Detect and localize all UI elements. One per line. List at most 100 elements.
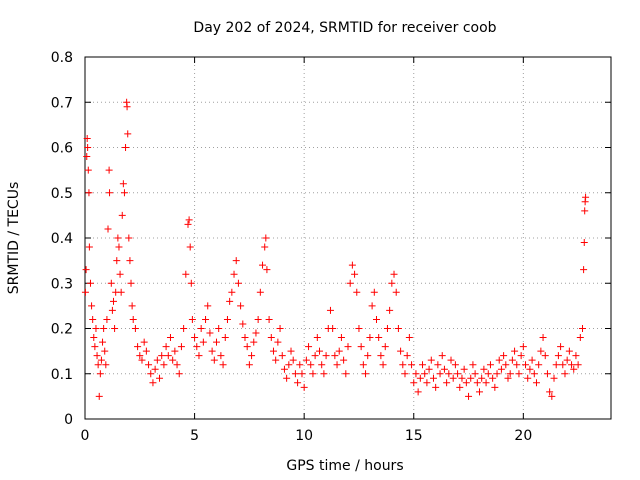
data-point xyxy=(83,134,91,142)
data-point xyxy=(104,225,112,233)
data-point xyxy=(526,365,534,373)
data-point xyxy=(140,338,148,346)
data-point xyxy=(530,370,538,378)
data-point xyxy=(85,243,93,251)
data-point xyxy=(504,374,512,382)
data-point xyxy=(145,361,153,369)
data-point xyxy=(394,325,402,332)
data-point xyxy=(482,379,490,387)
data-point xyxy=(456,383,464,391)
data-point xyxy=(423,379,431,387)
data-point xyxy=(237,302,245,310)
data-point xyxy=(131,325,139,332)
data-point xyxy=(175,370,183,378)
data-point xyxy=(316,347,324,355)
data-point xyxy=(95,392,103,400)
data-point xyxy=(274,338,282,346)
data-point xyxy=(262,234,270,242)
data-point xyxy=(158,352,166,360)
data-point xyxy=(226,297,234,305)
data-point xyxy=(97,356,105,364)
data-point xyxy=(213,338,220,346)
x-axis: 0 5 10 15 20 xyxy=(81,57,532,444)
data-point xyxy=(412,370,420,378)
data-point xyxy=(561,370,569,378)
data-point xyxy=(368,302,376,310)
data-point xyxy=(559,361,567,369)
data-point xyxy=(108,306,116,314)
data-point xyxy=(191,334,199,342)
data-point xyxy=(269,347,277,355)
data-point xyxy=(263,266,271,274)
y-tick-label: 0.6 xyxy=(51,141,73,157)
data-point xyxy=(497,365,505,373)
data-point xyxy=(366,334,374,342)
scatter-points xyxy=(81,98,590,400)
data-point xyxy=(574,361,582,369)
data-point xyxy=(136,352,144,360)
data-point xyxy=(346,279,354,287)
data-point xyxy=(486,361,494,369)
data-point xyxy=(313,334,321,342)
data-point xyxy=(438,352,446,360)
data-point xyxy=(267,334,275,342)
data-point xyxy=(576,334,584,342)
data-point xyxy=(493,370,501,378)
data-point xyxy=(109,297,117,305)
data-point xyxy=(379,361,387,369)
data-point xyxy=(570,365,578,373)
data-point xyxy=(388,279,396,287)
data-point xyxy=(101,347,109,355)
data-point xyxy=(355,325,363,332)
data-point xyxy=(447,356,455,364)
data-point xyxy=(480,365,488,373)
data-point xyxy=(427,356,435,364)
data-point xyxy=(208,347,216,355)
data-point xyxy=(320,370,328,378)
data-point xyxy=(421,370,429,378)
data-point xyxy=(377,352,385,360)
data-point xyxy=(298,370,306,378)
data-point xyxy=(84,144,92,151)
y-tick-label: 0.4 xyxy=(51,231,73,247)
data-point xyxy=(408,361,416,369)
data-point xyxy=(120,189,128,197)
data-point xyxy=(125,234,133,242)
data-point xyxy=(513,361,521,369)
data-point xyxy=(188,315,196,323)
data-point xyxy=(508,356,516,364)
y-tick-label: 0.3 xyxy=(51,276,73,292)
data-point xyxy=(185,216,193,224)
data-point xyxy=(300,383,308,391)
data-point xyxy=(532,379,540,387)
data-point xyxy=(180,325,188,332)
data-point xyxy=(280,365,288,373)
data-point xyxy=(458,374,466,382)
data-point xyxy=(522,361,530,369)
data-point xyxy=(151,365,159,373)
data-point xyxy=(147,370,155,378)
data-point xyxy=(186,243,194,251)
data-point xyxy=(129,315,137,323)
data-point xyxy=(261,243,269,251)
data-point xyxy=(215,325,223,332)
data-point xyxy=(451,361,459,369)
data-point xyxy=(364,352,372,360)
data-point xyxy=(114,234,122,242)
data-point xyxy=(232,257,240,265)
data-point xyxy=(478,374,486,382)
data-point xyxy=(171,347,179,355)
data-point xyxy=(550,374,558,382)
data-point xyxy=(432,383,440,391)
data-point xyxy=(528,356,536,364)
data-point xyxy=(182,270,190,278)
data-point xyxy=(241,334,249,342)
chart-title: Day 202 of 2024, SRMTID for receiver coo… xyxy=(193,20,496,36)
data-point xyxy=(96,370,104,378)
data-point xyxy=(359,361,367,369)
data-point xyxy=(305,343,313,351)
data-point xyxy=(351,270,359,278)
data-point xyxy=(557,343,565,351)
data-point xyxy=(248,352,256,360)
